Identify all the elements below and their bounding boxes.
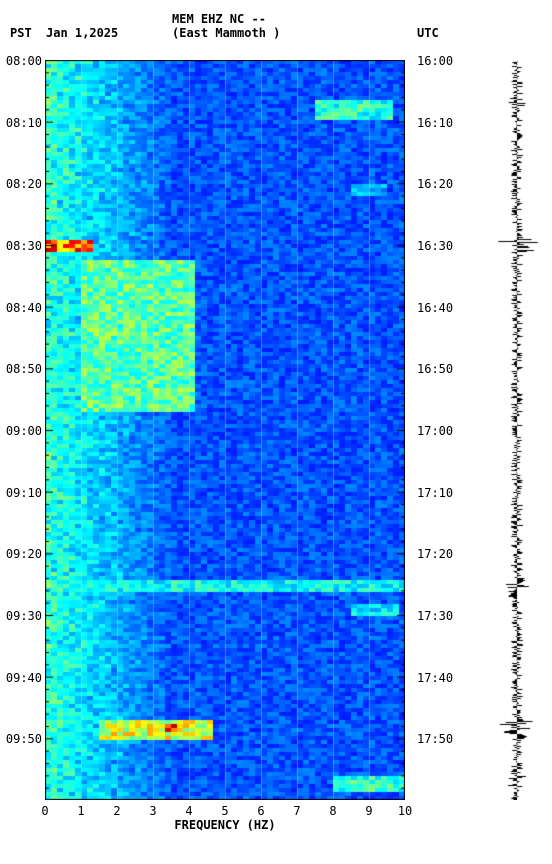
freq-tick: 5 (215, 804, 235, 818)
utc-tick: 17:00 (417, 424, 457, 438)
utc-tick: 17:10 (417, 486, 457, 500)
pst-tick: 08:20 (4, 177, 42, 191)
freq-tick: 10 (395, 804, 415, 818)
pst-tick: 08:10 (4, 116, 42, 130)
spectrogram-heatmap (45, 60, 405, 800)
pst-tick: 09:10 (4, 486, 42, 500)
freq-tick: 9 (359, 804, 379, 818)
utc-tick: 17:30 (417, 609, 457, 623)
utc-tick: 16:30 (417, 239, 457, 253)
x-axis-label: FREQUENCY (HZ) (45, 818, 405, 832)
tz-left-label: PST (10, 26, 32, 40)
freq-tick: 1 (71, 804, 91, 818)
tz-right-label: UTC (417, 26, 439, 40)
pst-tick: 08:30 (4, 239, 42, 253)
freq-tick: 2 (107, 804, 127, 818)
pst-tick: 08:50 (4, 362, 42, 376)
utc-tick: 17:50 (417, 732, 457, 746)
station-label: MEM EHZ NC -- (172, 12, 266, 26)
pst-tick: 09:40 (4, 671, 42, 685)
pst-tick: 09:00 (4, 424, 42, 438)
utc-tick: 16:00 (417, 54, 457, 68)
pst-tick: 09:50 (4, 732, 42, 746)
location-label: (East Mammoth ) (172, 26, 280, 40)
pst-tick: 08:00 (4, 54, 42, 68)
date-label: Jan 1,2025 (46, 26, 118, 40)
utc-tick: 16:40 (417, 301, 457, 315)
utc-tick: 16:20 (417, 177, 457, 191)
freq-tick: 0 (35, 804, 55, 818)
freq-tick: 3 (143, 804, 163, 818)
freq-tick: 7 (287, 804, 307, 818)
freq-tick: 8 (323, 804, 343, 818)
utc-tick: 16:50 (417, 362, 457, 376)
freq-tick: 6 (251, 804, 271, 818)
utc-tick: 17:40 (417, 671, 457, 685)
freq-tick: 4 (179, 804, 199, 818)
pst-tick: 09:20 (4, 547, 42, 561)
pst-tick: 08:40 (4, 301, 42, 315)
utc-tick: 17:20 (417, 547, 457, 561)
seismogram-waveform (492, 60, 542, 800)
utc-tick: 16:10 (417, 116, 457, 130)
pst-tick: 09:30 (4, 609, 42, 623)
